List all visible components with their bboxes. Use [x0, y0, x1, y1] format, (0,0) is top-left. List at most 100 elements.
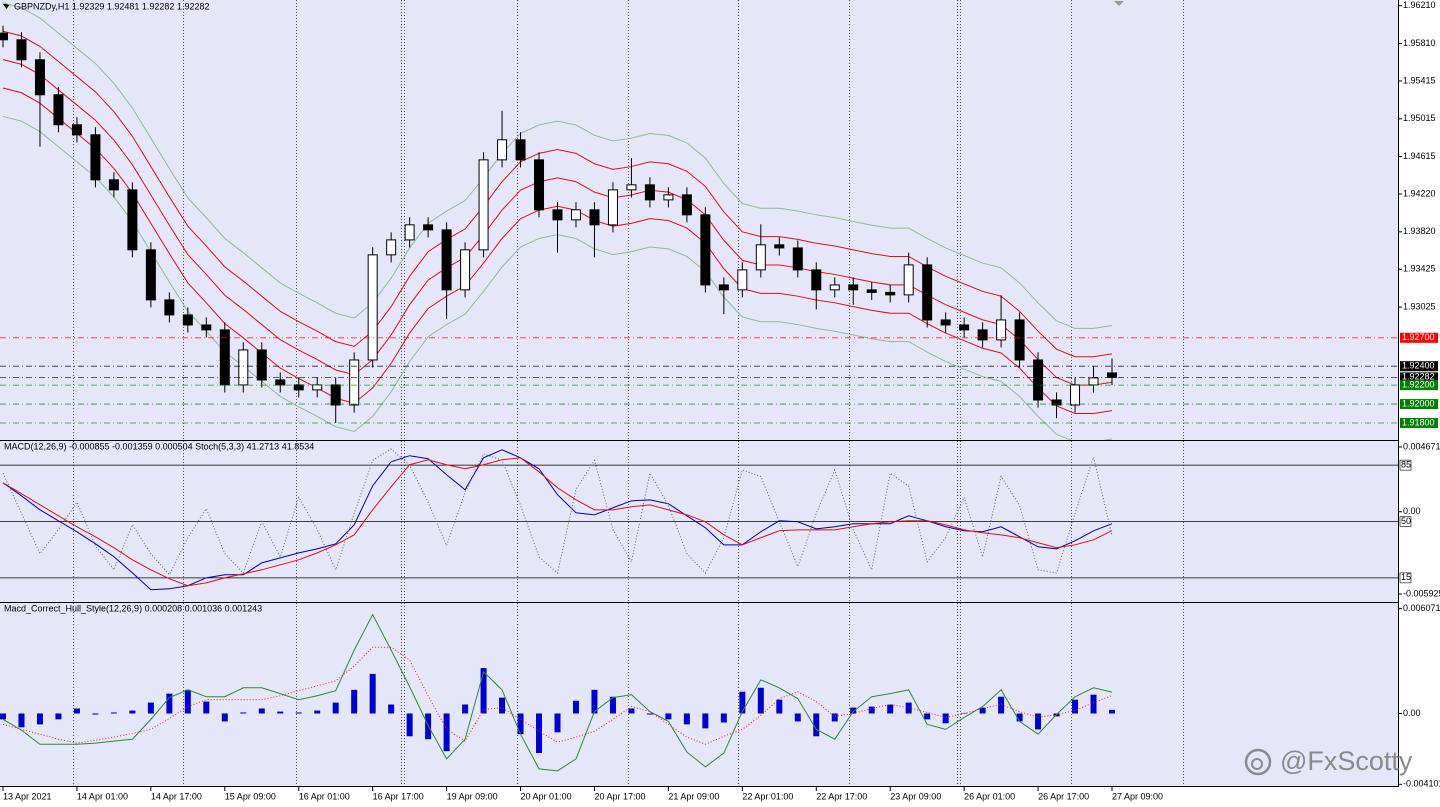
indicator-panel — [0, 613, 1115, 772]
x-tick-label: 14 Apr 17:00 — [151, 791, 202, 801]
candle-body — [145, 249, 156, 301]
x-tick-label: 19 Apr 09:00 — [447, 791, 498, 801]
histogram-bar — [998, 696, 1005, 714]
y2-tick-box — [1399, 572, 1412, 584]
histogram-bar — [646, 713, 653, 715]
candle-body — [755, 244, 766, 271]
y2-tick-box — [1399, 516, 1412, 527]
y-tick-label: 1.95015 — [1403, 113, 1436, 123]
histogram-bar — [406, 713, 413, 737]
histogram-bar — [36, 713, 43, 725]
candle-body — [681, 194, 692, 216]
plot-background — [0, 0, 1398, 787]
histogram-bar — [702, 713, 709, 729]
x-tick-label: 16 Apr 17:00 — [373, 791, 424, 801]
candle-body — [71, 124, 82, 136]
level-label: 1.92282 — [1402, 372, 1435, 382]
histogram-bar — [591, 689, 598, 714]
menu-icon[interactable] — [3, 4, 10, 9]
x-tick-label: 22 Apr 17:00 — [816, 791, 867, 801]
candle-body — [404, 224, 415, 241]
histogram-bar — [776, 699, 783, 714]
histogram-bar — [314, 710, 321, 714]
candle-body — [293, 384, 304, 391]
panel-title: GBPNZDy,H1 1.92329 1.92481 1.92282 1.922… — [14, 1, 209, 11]
candle-body — [737, 269, 748, 291]
candle-body — [774, 244, 785, 249]
candle-body — [663, 194, 674, 201]
candle-body — [460, 249, 471, 291]
candle-body — [478, 159, 489, 251]
histogram-bar — [1109, 709, 1115, 714]
histogram-bar — [924, 713, 931, 720]
separators — [73, 0, 1184, 787]
candle-body — [423, 224, 434, 231]
histogram-bar — [979, 707, 986, 714]
histogram-bar — [665, 713, 672, 720]
candle-body — [53, 94, 64, 126]
candle-body — [1107, 372, 1117, 378]
histogram-bar — [868, 706, 875, 714]
level-label-box — [1400, 380, 1438, 391]
candle-body — [108, 179, 119, 191]
histogram-bar — [536, 713, 543, 754]
histogram-bar — [110, 712, 117, 714]
histogram-bar — [221, 713, 228, 722]
candle-body — [903, 264, 914, 296]
candle-body — [866, 289, 877, 293]
candle-body — [607, 189, 618, 226]
histogram-bar — [499, 697, 506, 714]
candle-body — [829, 284, 840, 291]
histogram-bar — [794, 713, 801, 722]
candle-body — [1051, 399, 1062, 406]
histogram-bar — [147, 702, 154, 714]
histogram-bar — [369, 673, 376, 714]
histogram-bar — [462, 704, 469, 714]
candle-body — [718, 284, 729, 291]
candle-body — [977, 329, 988, 341]
candle-body — [626, 184, 637, 191]
y-tick-label: 1.93025 — [1403, 301, 1436, 311]
level-label-box — [1400, 372, 1438, 383]
candle-body — [811, 269, 822, 291]
histogram-bar — [184, 689, 191, 714]
x-tick-label: 20 Apr 17:00 — [594, 791, 645, 801]
price-panel — [0, 2, 1398, 440]
candle-body — [90, 134, 101, 181]
panel-title: Macd_Correct_Hull_Style(12,26,9) 0.00020… — [4, 603, 262, 613]
histogram-bar — [277, 711, 284, 714]
histogram-bar — [0, 713, 6, 720]
x-tick-label: 23 Apr 09:00 — [890, 791, 941, 801]
y2-tick-box — [1399, 459, 1412, 471]
histogram-bar — [332, 702, 339, 714]
y-tick-label: 1.96210 — [1403, 0, 1436, 10]
y-tick-label: 1.95810 — [1403, 38, 1436, 48]
candle-body — [959, 324, 970, 331]
candle-body — [922, 264, 933, 321]
level-label: 1.92200 — [1402, 380, 1435, 390]
candle-body — [1033, 359, 1044, 401]
series-line — [2, 457, 1113, 587]
candle-body — [16, 39, 27, 61]
candle-body — [1088, 377, 1099, 386]
histogram-bar — [295, 712, 302, 714]
level-label-box — [1400, 399, 1438, 410]
y2-tick-label: 85 — [1401, 460, 1411, 470]
candle-body — [552, 209, 563, 221]
candle-body — [1070, 384, 1081, 406]
candle-body — [367, 254, 378, 361]
level-label: 1.91800 — [1402, 417, 1435, 427]
candle-body — [1014, 319, 1025, 361]
y-tick-label: 0.006071 — [1403, 603, 1440, 613]
y2-tick-label: 50 — [1401, 516, 1411, 526]
x-tick-label: 16 Apr 01:00 — [299, 791, 350, 801]
y-tick-label: 0.00 — [1403, 708, 1421, 718]
histogram-bar — [554, 713, 561, 733]
candle-body — [164, 299, 175, 316]
histogram-bar — [831, 713, 838, 722]
histogram-bar — [73, 708, 80, 714]
histogram-bar — [388, 704, 395, 714]
histogram-bar — [739, 691, 746, 714]
x-tick-label: 15 Apr 09:00 — [225, 791, 276, 801]
